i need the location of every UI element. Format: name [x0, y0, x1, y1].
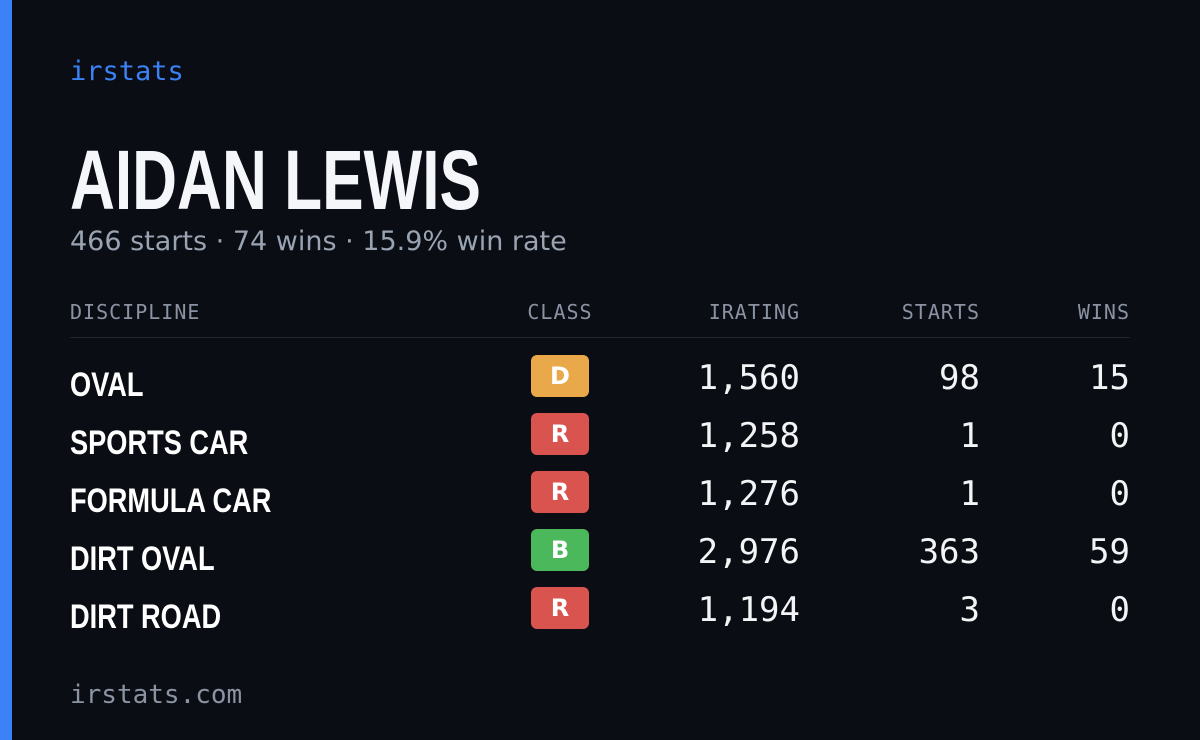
starts: 363	[918, 532, 980, 572]
class-badge: R	[531, 587, 589, 629]
discipline: SPORTS CAR	[70, 424, 249, 462]
class-badge: R	[531, 413, 589, 455]
column-header: CLASS	[527, 300, 593, 324]
wins: 15	[1089, 358, 1130, 398]
brand: irstats	[70, 56, 184, 87]
accent-bar	[0, 0, 12, 740]
column-header: IRATING	[708, 300, 800, 324]
driver-name: AIDAN LEWIS	[70, 133, 481, 227]
discipline: FORMULA CAR	[70, 482, 272, 520]
starts: 1	[959, 416, 980, 456]
starts: 3	[959, 590, 980, 630]
discipline: OVAL	[70, 366, 144, 404]
column-header: DISCIPLINE	[70, 300, 201, 324]
irating: 2,976	[697, 532, 800, 572]
irating: 1,258	[697, 416, 800, 456]
irating: 1,276	[697, 474, 800, 514]
footer: irstats.com	[70, 680, 243, 710]
class-badge: B	[531, 529, 589, 571]
discipline: DIRT OVAL	[70, 540, 215, 578]
wins: 0	[1109, 416, 1130, 456]
column-header: WINS	[1077, 300, 1130, 324]
divider	[70, 337, 1130, 338]
column-header: STARTS	[901, 300, 980, 324]
irating: 1,194	[697, 590, 800, 630]
starts: 98	[939, 358, 980, 398]
starts: 1	[959, 474, 980, 514]
summary: 466 starts · 74 wins · 15.9% win rate	[70, 226, 567, 257]
discipline: DIRT ROAD	[70, 598, 222, 636]
class-badge: D	[531, 355, 589, 397]
class-badge: R	[531, 471, 589, 513]
irating: 1,560	[697, 358, 800, 398]
wins: 0	[1109, 590, 1130, 630]
wins: 0	[1109, 474, 1130, 514]
wins: 59	[1089, 532, 1130, 572]
